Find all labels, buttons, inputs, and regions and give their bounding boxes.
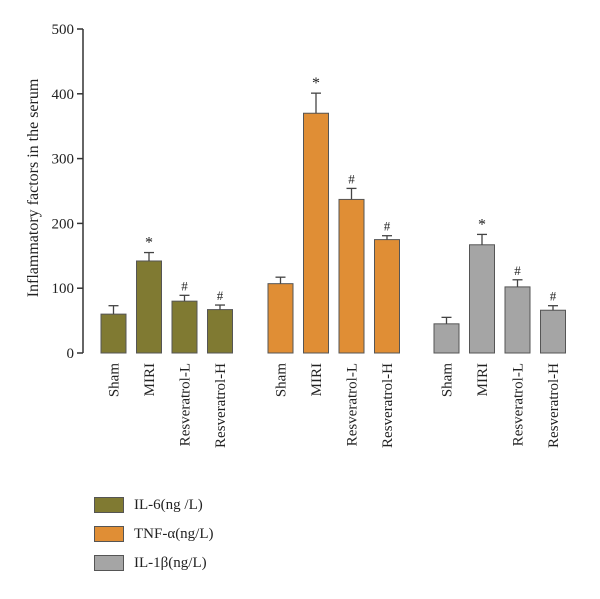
y-tick-label: 100: [52, 281, 75, 297]
x-tick-label: Resveratrol-L: [178, 363, 194, 446]
bar: [540, 309, 566, 354]
legend-label-il1b: IL-1β(ng/L): [134, 554, 207, 571]
significance-marker: #: [181, 278, 188, 293]
x-tick-label: Resveratrol-L: [511, 363, 527, 446]
bar: [433, 323, 460, 354]
y-axis: 0 100 200 300 400 500: [52, 22, 84, 362]
legend-label-il6: IL-6(ng /L): [134, 496, 203, 513]
bar: [504, 286, 531, 354]
legend-item-il6: IL-6(ng /L): [94, 495, 214, 515]
legend-swatch-il1b: [94, 555, 124, 571]
legend-swatch-tnf: [94, 526, 124, 542]
significance-marker: *: [478, 216, 486, 233]
y-tick-label: 0: [67, 346, 75, 362]
x-tick-label: MIRI: [309, 363, 325, 396]
bar: [374, 239, 400, 354]
x-tick-label: MIRI: [475, 363, 491, 396]
bar: [171, 300, 198, 354]
y-axis-label: Inflammatory factors in the serum: [25, 78, 42, 297]
significance-marker: #: [217, 288, 224, 303]
x-tick-label: Resveratrol-H: [546, 363, 562, 448]
bar: [303, 112, 329, 354]
significance-marker: *: [145, 235, 153, 252]
y-tick-label: 400: [52, 87, 75, 103]
legend-label-tnf: TNF-α(ng/L): [134, 525, 214, 542]
legend-swatch-il6: [94, 497, 124, 513]
y-tick-label: 300: [52, 152, 75, 168]
x-tick-label: Resveratrol-H: [213, 363, 229, 448]
x-tick-label: Sham: [274, 363, 290, 398]
x-tick-label: MIRI: [142, 363, 158, 396]
y-tick-label: 200: [52, 216, 75, 232]
significance-marker: #: [550, 289, 557, 304]
bars: * # # * # # * # #: [100, 75, 566, 354]
x-tick-label: Sham: [107, 363, 123, 398]
bar: [136, 260, 162, 354]
bar-chart: 0 100 200 300 400 500 * # # * # # * # # Sham MIRI Resve…: [25, 22, 566, 448]
bar: [338, 198, 365, 354]
x-tick-label: Resveratrol-H: [380, 363, 396, 448]
significance-marker: #: [514, 263, 521, 278]
legend-item-il1b: IL-1β(ng/L): [94, 553, 214, 573]
legend: IL-6(ng /L) TNF-α(ng/L) IL-1β(ng/L): [94, 495, 214, 582]
bar: [100, 313, 127, 354]
x-tick-label: Sham: [440, 363, 456, 398]
significance-marker: #: [348, 171, 355, 186]
x-tick-label: Resveratrol-L: [345, 363, 361, 446]
significance-marker: #: [384, 219, 391, 234]
bar: [267, 283, 294, 354]
significance-marker: *: [312, 75, 320, 92]
x-axis-labels: Sham MIRI Resveratrol-L Resveratrol-H Sham MI…: [107, 363, 563, 448]
legend-item-tnf: TNF-α(ng/L): [94, 524, 214, 544]
y-tick-label: 500: [52, 22, 75, 38]
bar: [207, 309, 233, 354]
bar: [469, 244, 495, 354]
